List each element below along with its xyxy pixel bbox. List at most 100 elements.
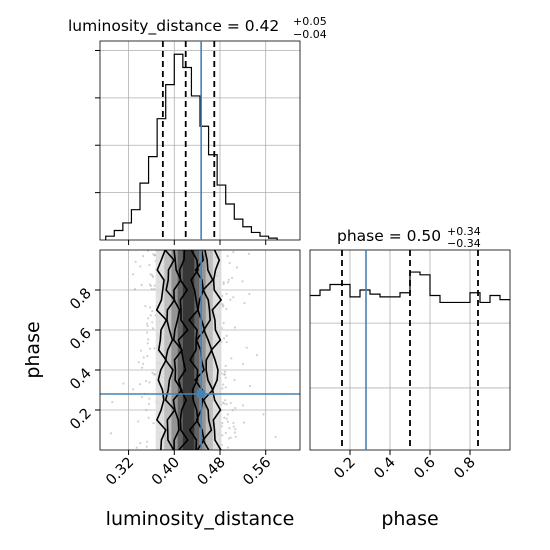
sample-point <box>149 284 153 288</box>
sample-point <box>226 281 229 284</box>
sample-point <box>222 304 225 307</box>
joint-inner <box>100 250 300 450</box>
joint-ytick-label: 0.6 <box>67 326 95 354</box>
sample-point <box>228 427 231 430</box>
sample-point <box>152 253 155 256</box>
x-axis-label-phase: phase <box>381 508 438 530</box>
joint-xtick-label: 0.48 <box>195 455 229 489</box>
sample-point <box>247 252 251 255</box>
joint-xtick-label: 0.40 <box>149 455 183 489</box>
contour-line <box>202 250 214 450</box>
sample-point <box>151 371 154 374</box>
sample-point <box>221 383 225 386</box>
joint-ytick-label: 0.2 <box>67 406 95 434</box>
sample-point <box>225 417 228 420</box>
joint-xtick-label: 0.56 <box>240 455 274 489</box>
phase-histogram-panel: 0.2 0.4 0.6 0.8 <box>309 249 511 483</box>
sample-point <box>111 400 114 404</box>
sample-point <box>255 354 259 357</box>
sample-point <box>248 384 252 388</box>
sample-point <box>131 273 135 276</box>
sample-point <box>150 288 153 291</box>
contour-line <box>155 250 168 450</box>
sample-point <box>223 416 226 419</box>
phase-histogram-line <box>310 271 510 304</box>
sample-point <box>146 331 149 334</box>
sample-point <box>147 338 150 341</box>
sample-point <box>233 326 237 329</box>
joint-frame <box>99 249 301 451</box>
phase-xtick-label: 0.4 <box>371 455 399 483</box>
sample-point <box>140 395 143 399</box>
sample-point <box>232 425 235 428</box>
sample-point <box>226 254 229 258</box>
sample-point <box>221 401 225 404</box>
ld-title: luminosity_distance = 0.42 <box>68 17 279 36</box>
sample-point <box>225 341 228 344</box>
sample-point <box>137 420 140 423</box>
sample-point <box>222 373 226 376</box>
sample-point <box>152 373 156 376</box>
sample-point <box>148 347 152 350</box>
sample-point <box>223 373 227 376</box>
sample-point <box>248 292 251 296</box>
phase-xtick-label: 0.6 <box>411 455 439 483</box>
sample-point <box>148 263 151 267</box>
sample-point <box>152 422 155 425</box>
sample-point <box>223 370 227 373</box>
sample-point <box>148 283 151 286</box>
sample-point <box>147 402 150 405</box>
sample-point <box>139 349 143 352</box>
joint-ytick-label: 0.4 <box>67 366 95 394</box>
sample-point <box>225 307 228 311</box>
sample-point <box>146 322 149 325</box>
contour-line <box>188 250 199 450</box>
sample-point <box>146 250 150 252</box>
sample-point <box>229 436 232 439</box>
sample-point <box>232 251 235 254</box>
sample-point <box>222 321 225 325</box>
sample-point <box>146 355 149 358</box>
sample-point <box>224 399 227 402</box>
sample-point <box>152 275 155 278</box>
sample-point <box>234 435 238 438</box>
sample-point <box>149 273 152 276</box>
sample-point <box>228 261 231 265</box>
ld-title-plus: +0.05 <box>293 15 327 28</box>
sample-point <box>225 334 228 337</box>
ld-title-minus: −0.04 <box>293 28 327 41</box>
sample-point <box>241 280 244 283</box>
ld-histogram-line <box>105 53 278 240</box>
sample-point <box>226 420 230 423</box>
sample-point <box>234 427 237 431</box>
sample-point <box>142 254 145 258</box>
y-axis-label-phase: phase <box>22 321 44 378</box>
sample-point <box>230 357 233 360</box>
sample-point <box>245 346 248 349</box>
sample-point <box>144 304 147 308</box>
sample-point <box>235 266 239 269</box>
sample-point <box>221 387 224 390</box>
sample-point <box>153 284 156 287</box>
sample-point <box>145 445 148 448</box>
x-axis-label-luminosity: luminosity_distance <box>106 508 295 530</box>
sample-point <box>141 362 145 365</box>
sample-point <box>224 364 227 367</box>
sample-point <box>227 446 230 449</box>
sample-point <box>262 413 265 416</box>
phase-title-minus: −0.34 <box>447 237 481 250</box>
sample-point <box>232 296 235 299</box>
contour-line <box>164 250 176 450</box>
phase-xtick-label: 0.8 <box>451 455 479 483</box>
sample-point <box>146 342 149 345</box>
phase-title-param: phase <box>337 227 384 245</box>
sample-point <box>229 298 232 301</box>
sample-point <box>224 376 227 379</box>
sample-point <box>151 274 154 277</box>
sample-point <box>153 287 156 290</box>
sample-point <box>151 321 154 324</box>
sample-point <box>148 306 152 309</box>
joint-xtick-label: 0.32 <box>103 455 137 489</box>
ld-hist-frame <box>99 40 301 241</box>
